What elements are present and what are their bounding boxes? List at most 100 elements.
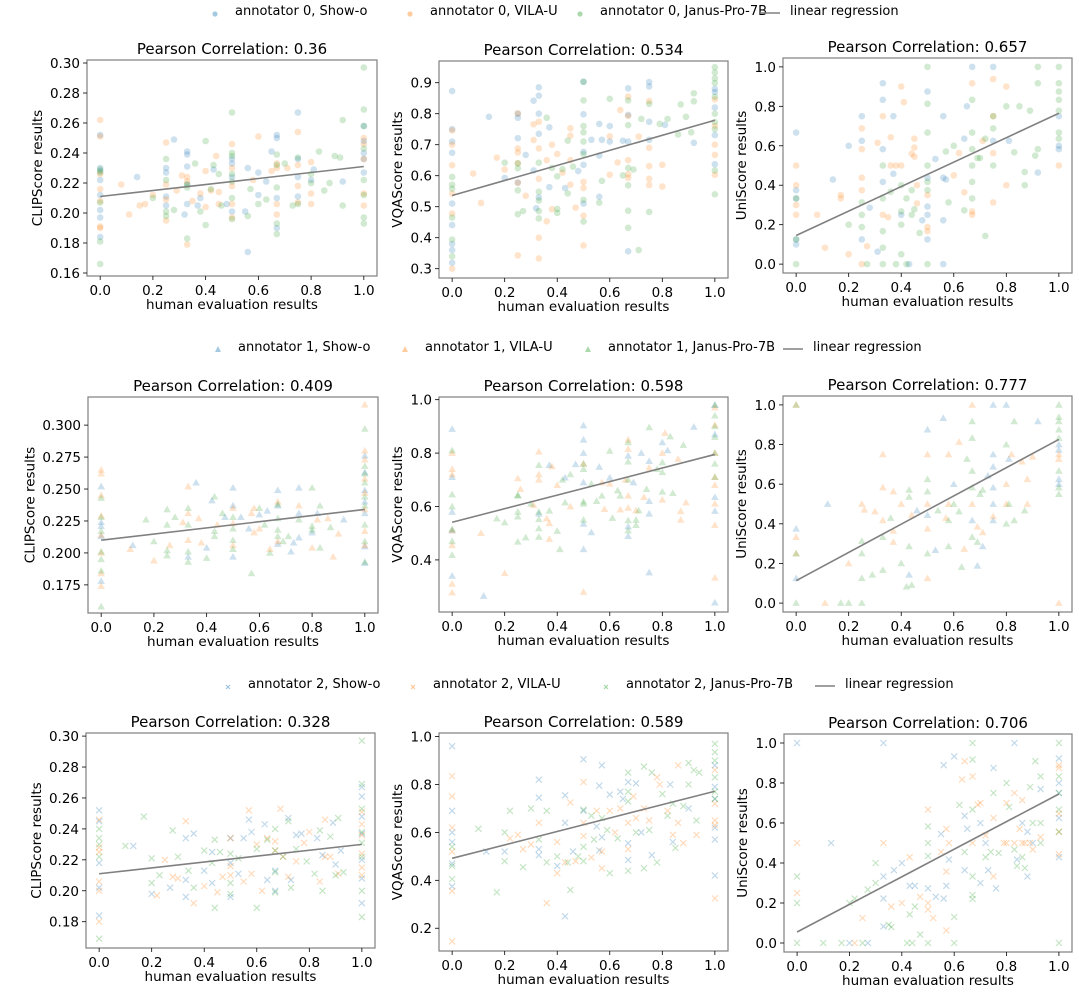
x-tick-label: 1.0: [354, 620, 375, 636]
data-point-vila-u: [1026, 839, 1034, 847]
y-tick-label: 0.7: [411, 138, 432, 154]
y-tick-label: 0.8: [755, 438, 776, 454]
data-point-janus-pro-7b: [514, 508, 522, 515]
data-point-janus-pro-7b: [339, 116, 347, 124]
x-tick-label: 0.4: [196, 620, 217, 636]
data-point-janus-pro-7b: [942, 148, 950, 155]
data-point-vila-u: [184, 482, 192, 490]
data-point-janus-pro-7b: [640, 763, 648, 770]
data-point-janus-pro-7b: [253, 904, 261, 912]
data-point-janus-pro-7b: [361, 558, 369, 565]
data-point-vila-u: [545, 519, 554, 527]
data-point-vila-u: [136, 202, 144, 209]
data-point-show-o: [924, 884, 932, 892]
data-point-janus-pro-7b: [968, 178, 976, 186]
data-point-janus-pro-7b: [955, 801, 963, 809]
data-point-vila-u: [1028, 453, 1037, 460]
data-point-janus-pro-7b: [590, 836, 598, 844]
data-point-vila-u: [448, 772, 456, 780]
data-point-janus-pro-7b: [448, 875, 456, 883]
data-point-janus-pro-7b: [923, 549, 932, 557]
data-point-vila-u: [173, 187, 180, 194]
y-tick-label: 0.6: [755, 139, 776, 155]
data-point-vila-u: [624, 492, 632, 499]
data-point-janus-pro-7b: [501, 828, 509, 836]
data-point-vila-u: [897, 162, 905, 169]
data-point-janus-pro-7b: [606, 95, 614, 103]
data-point-janus-pro-7b: [514, 512, 522, 520]
data-point-janus-pro-7b: [274, 526, 282, 533]
data-point-vila-u: [1055, 450, 1063, 458]
data-point-janus-pro-7b: [989, 162, 997, 169]
x-tick-label: 0.0: [441, 958, 462, 974]
data-point-show-o: [448, 138, 456, 145]
data-point-janus-pro-7b: [580, 218, 587, 225]
data-point-show-o: [978, 542, 987, 550]
data-point-show-o: [595, 120, 603, 128]
data-point-janus-pro-7b: [868, 570, 877, 578]
data-point-janus-pro-7b: [169, 827, 177, 834]
data-point-janus-pro-7b: [1055, 417, 1063, 425]
data-point-janus-pro-7b: [527, 805, 535, 812]
data-point-janus-pro-7b: [1031, 152, 1039, 159]
data-point-janus-pro-7b: [227, 850, 234, 858]
data-point-vila-u: [184, 536, 192, 543]
x-axis-label: human evaluation results: [146, 297, 318, 313]
data-point-janus-pro-7b: [162, 208, 170, 215]
data-point-janus-pro-7b: [303, 857, 311, 865]
data-point-janus-pro-7b: [227, 890, 234, 898]
data-point-janus-pro-7b: [271, 825, 279, 833]
data-point-show-o: [245, 524, 253, 532]
data-point-vila-u: [911, 153, 918, 160]
data-point-vila-u: [448, 541, 456, 549]
subplot-title: Pearson Correlation: 0.777: [828, 376, 1028, 394]
data-point-vila-u: [197, 538, 206, 546]
data-point-janus-pro-7b: [360, 220, 368, 227]
data-point-janus-pro-7b: [163, 505, 171, 513]
data-point-vila-u: [530, 120, 537, 128]
scatter-points: [448, 401, 719, 606]
data-point-janus-pro-7b: [792, 599, 800, 606]
data-point-show-o: [96, 164, 104, 172]
data-point-show-o: [598, 761, 606, 769]
data-point-janus-pro-7b: [872, 879, 880, 887]
data-point-janus-pro-7b: [792, 549, 800, 557]
data-point-vila-u: [658, 496, 667, 503]
data-point-janus-pro-7b: [968, 434, 976, 441]
data-point-vila-u: [645, 144, 653, 152]
x-axis-label: human evaluation results: [145, 969, 317, 985]
data-point-show-o: [289, 538, 298, 546]
y-tick-label: 0.8: [411, 778, 432, 794]
legend-annotator-2: annotator 2, Show-o annotator 2, VILA-U an…: [0, 677, 1079, 699]
data-point-show-o: [645, 457, 653, 464]
data-point-janus-pro-7b: [553, 205, 561, 213]
y-axis-label: VQAScore results: [390, 784, 406, 900]
data-point-show-o: [663, 446, 672, 454]
data-point-janus-pro-7b: [564, 858, 572, 866]
data-point-janus-pro-7b: [295, 515, 303, 523]
data-point-vila-u: [813, 211, 821, 219]
data-point-vila-u: [276, 805, 284, 813]
data-point-show-o: [448, 425, 456, 432]
data-point-janus-pro-7b: [711, 740, 719, 748]
data-point-vila-u: [645, 817, 653, 824]
data-point-vila-u: [989, 75, 997, 83]
data-point-vila-u: [162, 217, 170, 224]
legend-label: annotator 2, VILA-U: [433, 677, 561, 692]
data-point-janus-pro-7b: [97, 527, 105, 535]
data-point-show-o: [274, 501, 282, 509]
data-point-show-o: [535, 92, 543, 100]
data-point-show-o: [546, 124, 553, 131]
data-point-janus-pro-7b: [924, 178, 931, 186]
data-point-vila-u: [659, 161, 666, 169]
y-axis-label: VQAScore results: [390, 111, 406, 227]
data-point-show-o: [294, 155, 302, 163]
data-point-show-o: [361, 559, 369, 567]
data-point-show-o: [248, 828, 255, 836]
data-point-janus-pro-7b: [1003, 103, 1010, 110]
y-tick-label: 0.30: [49, 729, 79, 745]
data-point-janus-pro-7b: [944, 542, 953, 550]
data-point-show-o: [711, 507, 719, 514]
data-point-show-o: [292, 831, 300, 839]
data-point-janus-pro-7b: [1037, 772, 1045, 780]
